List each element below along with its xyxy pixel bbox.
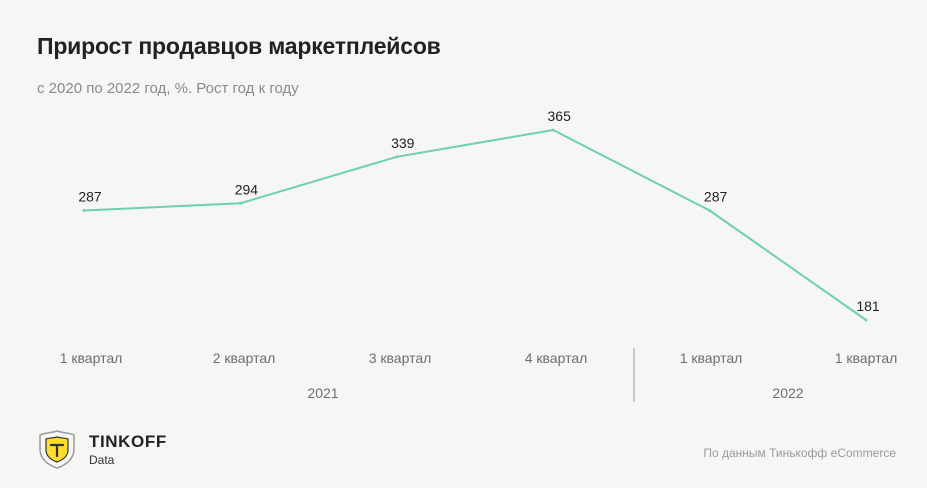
data-point [551, 128, 555, 132]
category-label: 1 квартал [60, 350, 123, 366]
tinkoff-crest-icon [39, 430, 75, 469]
value-label: 287 [704, 189, 728, 205]
tinkoff-data-logo: TINKOFF Data [37, 429, 167, 469]
year-label: 2022 [772, 385, 803, 401]
chart-subtitle: с 2020 по 2022 год, %. Рост год к году [37, 80, 299, 97]
category-label: 2 квартал [213, 350, 276, 366]
category-label: 1 квартал [835, 350, 898, 366]
brand-name: TINKOFF [89, 431, 167, 451]
data-point [82, 209, 86, 213]
category-label: 1 квартал [680, 350, 743, 366]
value-label: 287 [78, 189, 102, 205]
data-source-note: По данным Тинькофф eCommerce [703, 446, 896, 460]
chart-title: Прирост продавцов маркетплейсов [37, 33, 441, 59]
value-label: 339 [391, 135, 415, 151]
brand-subtitle: Data [89, 452, 115, 467]
value-label: 294 [235, 181, 259, 197]
year-label: 2021 [307, 385, 338, 401]
value-label: 365 [548, 108, 572, 124]
data-point [708, 209, 712, 213]
line-chart: 287 294 339 365 287 181 1 квартал 2 квартал 3 кв… [60, 108, 898, 402]
value-label: 181 [856, 298, 880, 314]
data-point [238, 201, 242, 205]
category-label: 4 квартал [525, 350, 588, 366]
category-label: 3 квартал [369, 350, 432, 366]
series-line [83, 129, 867, 321]
data-point [864, 318, 868, 322]
data-point [395, 155, 399, 159]
